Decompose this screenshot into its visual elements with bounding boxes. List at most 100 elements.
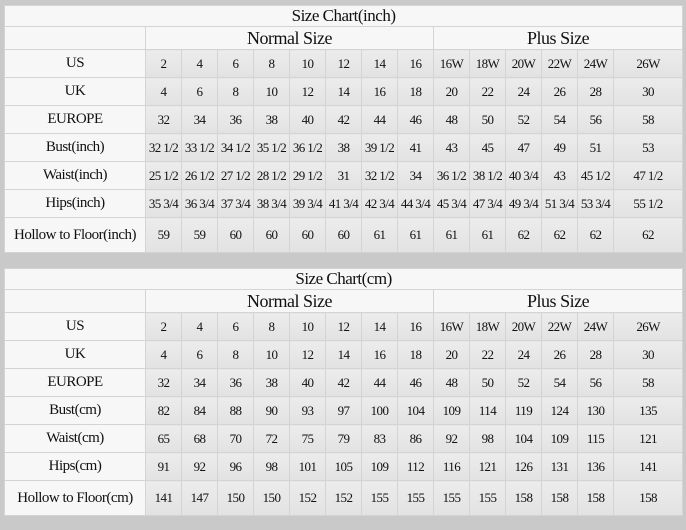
size-value-cell: 18 [397, 77, 434, 106]
size-value-cell: 20W [505, 312, 542, 341]
table-row: US 2 4 6 8 10 12 14 16 16W 18W 20W 22W 24W 26W [4, 312, 684, 341]
row-label: UK [4, 77, 146, 106]
size-value-cell: 16 [361, 77, 398, 106]
size-table-inch: Size Chart(inch) Normal Size Plus Size US 2 4… [3, 5, 684, 253]
size-value-cell: 92 [433, 424, 470, 453]
size-value-cell: 147 [181, 480, 218, 516]
size-value-cell: 10 [289, 312, 326, 341]
size-value-cell: 16W [433, 49, 470, 78]
size-value-cell: 42 [325, 105, 362, 134]
size-value-cell: 38 [253, 368, 290, 397]
size-value-cell: 116 [433, 452, 470, 481]
size-value-cell: 84 [181, 396, 218, 425]
size-value-cell: 48 [433, 368, 470, 397]
size-value-cell: 16 [397, 312, 434, 341]
size-value-cell: 32 1/2 [361, 161, 398, 190]
size-value-cell: 42 3/4 [361, 189, 398, 218]
size-value-cell: 58 [612, 105, 684, 134]
table-row: UK 4 6 8 10 12 14 16 18 20 22 24 26 28 30 [4, 340, 684, 369]
size-value-cell: 47 3/4 [469, 189, 506, 218]
size-value-cell: 22 [469, 77, 506, 106]
size-value-cell: 26 [541, 77, 578, 106]
size-value-cell: 49 3/4 [505, 189, 542, 218]
size-value-cell: 31 [325, 161, 362, 190]
table-row: Bust(inch) 32 1/2 33 1/2 34 1/2 35 1/2 36 1/2… [4, 133, 684, 162]
size-value-cell: 60 [253, 217, 290, 253]
size-value-cell: 65 [145, 424, 182, 453]
table-row: EUROPE 32 34 36 38 40 42 44 46 48 50 52 54 56 58 [4, 105, 684, 134]
row-label: Hips(cm) [4, 452, 146, 481]
size-value-cell: 115 [577, 424, 614, 453]
size-value-cell: 53 3/4 [577, 189, 614, 218]
size-value-cell: 18 [397, 340, 434, 369]
size-value-cell: 22W [541, 312, 578, 341]
size-value-cell: 24 [505, 340, 542, 369]
size-value-cell: 34 [181, 368, 218, 397]
size-value-cell: 52 [505, 368, 542, 397]
size-value-cell: 40 [289, 105, 326, 134]
size-value-cell: 92 [181, 452, 218, 481]
size-value-cell: 10 [289, 49, 326, 78]
size-value-cell: 91 [145, 452, 182, 481]
size-value-cell: 79 [325, 424, 362, 453]
size-value-cell: 51 [577, 133, 614, 162]
size-value-cell: 62 [505, 217, 542, 253]
size-value-cell: 43 [433, 133, 470, 162]
size-value-cell: 126 [505, 452, 542, 481]
size-value-cell: 28 [577, 77, 614, 106]
table-row: Hollow to Floor(cm) 141 147 150 150 152 152 155… [4, 480, 684, 516]
size-value-cell: 8 [253, 49, 290, 78]
size-value-cell: 53 [612, 133, 684, 162]
plus-size-header: Plus Size [432, 289, 684, 313]
size-value-cell: 26W [612, 312, 684, 341]
size-value-cell: 6 [181, 77, 218, 106]
size-value-cell: 35 1/2 [253, 133, 290, 162]
size-value-cell: 72 [253, 424, 290, 453]
size-value-cell: 152 [289, 480, 326, 516]
size-value-cell: 20 [433, 77, 470, 106]
size-value-cell: 36 [217, 105, 254, 134]
chart-title: Size Chart(inch) [3, 5, 684, 27]
size-value-cell: 6 [217, 312, 254, 341]
normal-size-header: Normal Size [145, 289, 434, 313]
empty-header-cell [4, 289, 146, 313]
size-value-cell: 109 [541, 424, 578, 453]
size-value-cell: 86 [397, 424, 434, 453]
size-value-cell: 40 3/4 [505, 161, 542, 190]
size-value-cell: 41 [397, 133, 434, 162]
size-value-cell: 16W [433, 312, 470, 341]
size-value-cell: 136 [577, 452, 614, 481]
size-value-cell: 158 [541, 480, 578, 516]
size-value-cell: 141 [145, 480, 182, 516]
size-value-cell: 55 1/2 [612, 189, 684, 218]
size-value-cell: 34 1/2 [217, 133, 254, 162]
table-row: Waist(cm) 65 68 70 72 75 79 83 86 92 98 104 109 115 12… [4, 424, 684, 453]
size-value-cell: 22W [541, 49, 578, 78]
size-value-cell: 49 [541, 133, 578, 162]
size-value-cell: 41 3/4 [325, 189, 362, 218]
size-value-cell: 18W [469, 312, 506, 341]
size-value-cell: 61 [397, 217, 434, 253]
size-value-cell: 104 [505, 424, 542, 453]
row-label: Bust(cm) [4, 396, 146, 425]
size-value-cell: 44 3/4 [397, 189, 434, 218]
size-value-cell: 28 1/2 [253, 161, 290, 190]
row-label: US [4, 49, 146, 78]
table-row: EUROPE 32 34 36 38 40 42 44 46 48 50 52 54 56 58 [4, 368, 684, 397]
size-value-cell: 8 [217, 340, 254, 369]
size-value-cell: 12 [289, 340, 326, 369]
size-value-cell: 109 [433, 396, 470, 425]
size-value-cell: 54 [541, 105, 578, 134]
size-value-cell: 28 [577, 340, 614, 369]
size-value-cell: 43 [541, 161, 578, 190]
size-value-cell: 16 [397, 49, 434, 78]
size-value-cell: 60 [289, 217, 326, 253]
size-value-cell: 141 [612, 452, 684, 481]
group-header-row: Normal Size Plus Size [4, 289, 684, 313]
size-value-cell: 36 3/4 [181, 189, 218, 218]
size-value-cell: 135 [612, 396, 684, 425]
size-value-cell: 8 [217, 77, 254, 106]
size-value-cell: 47 [505, 133, 542, 162]
size-value-cell: 158 [505, 480, 542, 516]
size-value-cell: 52 [505, 105, 542, 134]
